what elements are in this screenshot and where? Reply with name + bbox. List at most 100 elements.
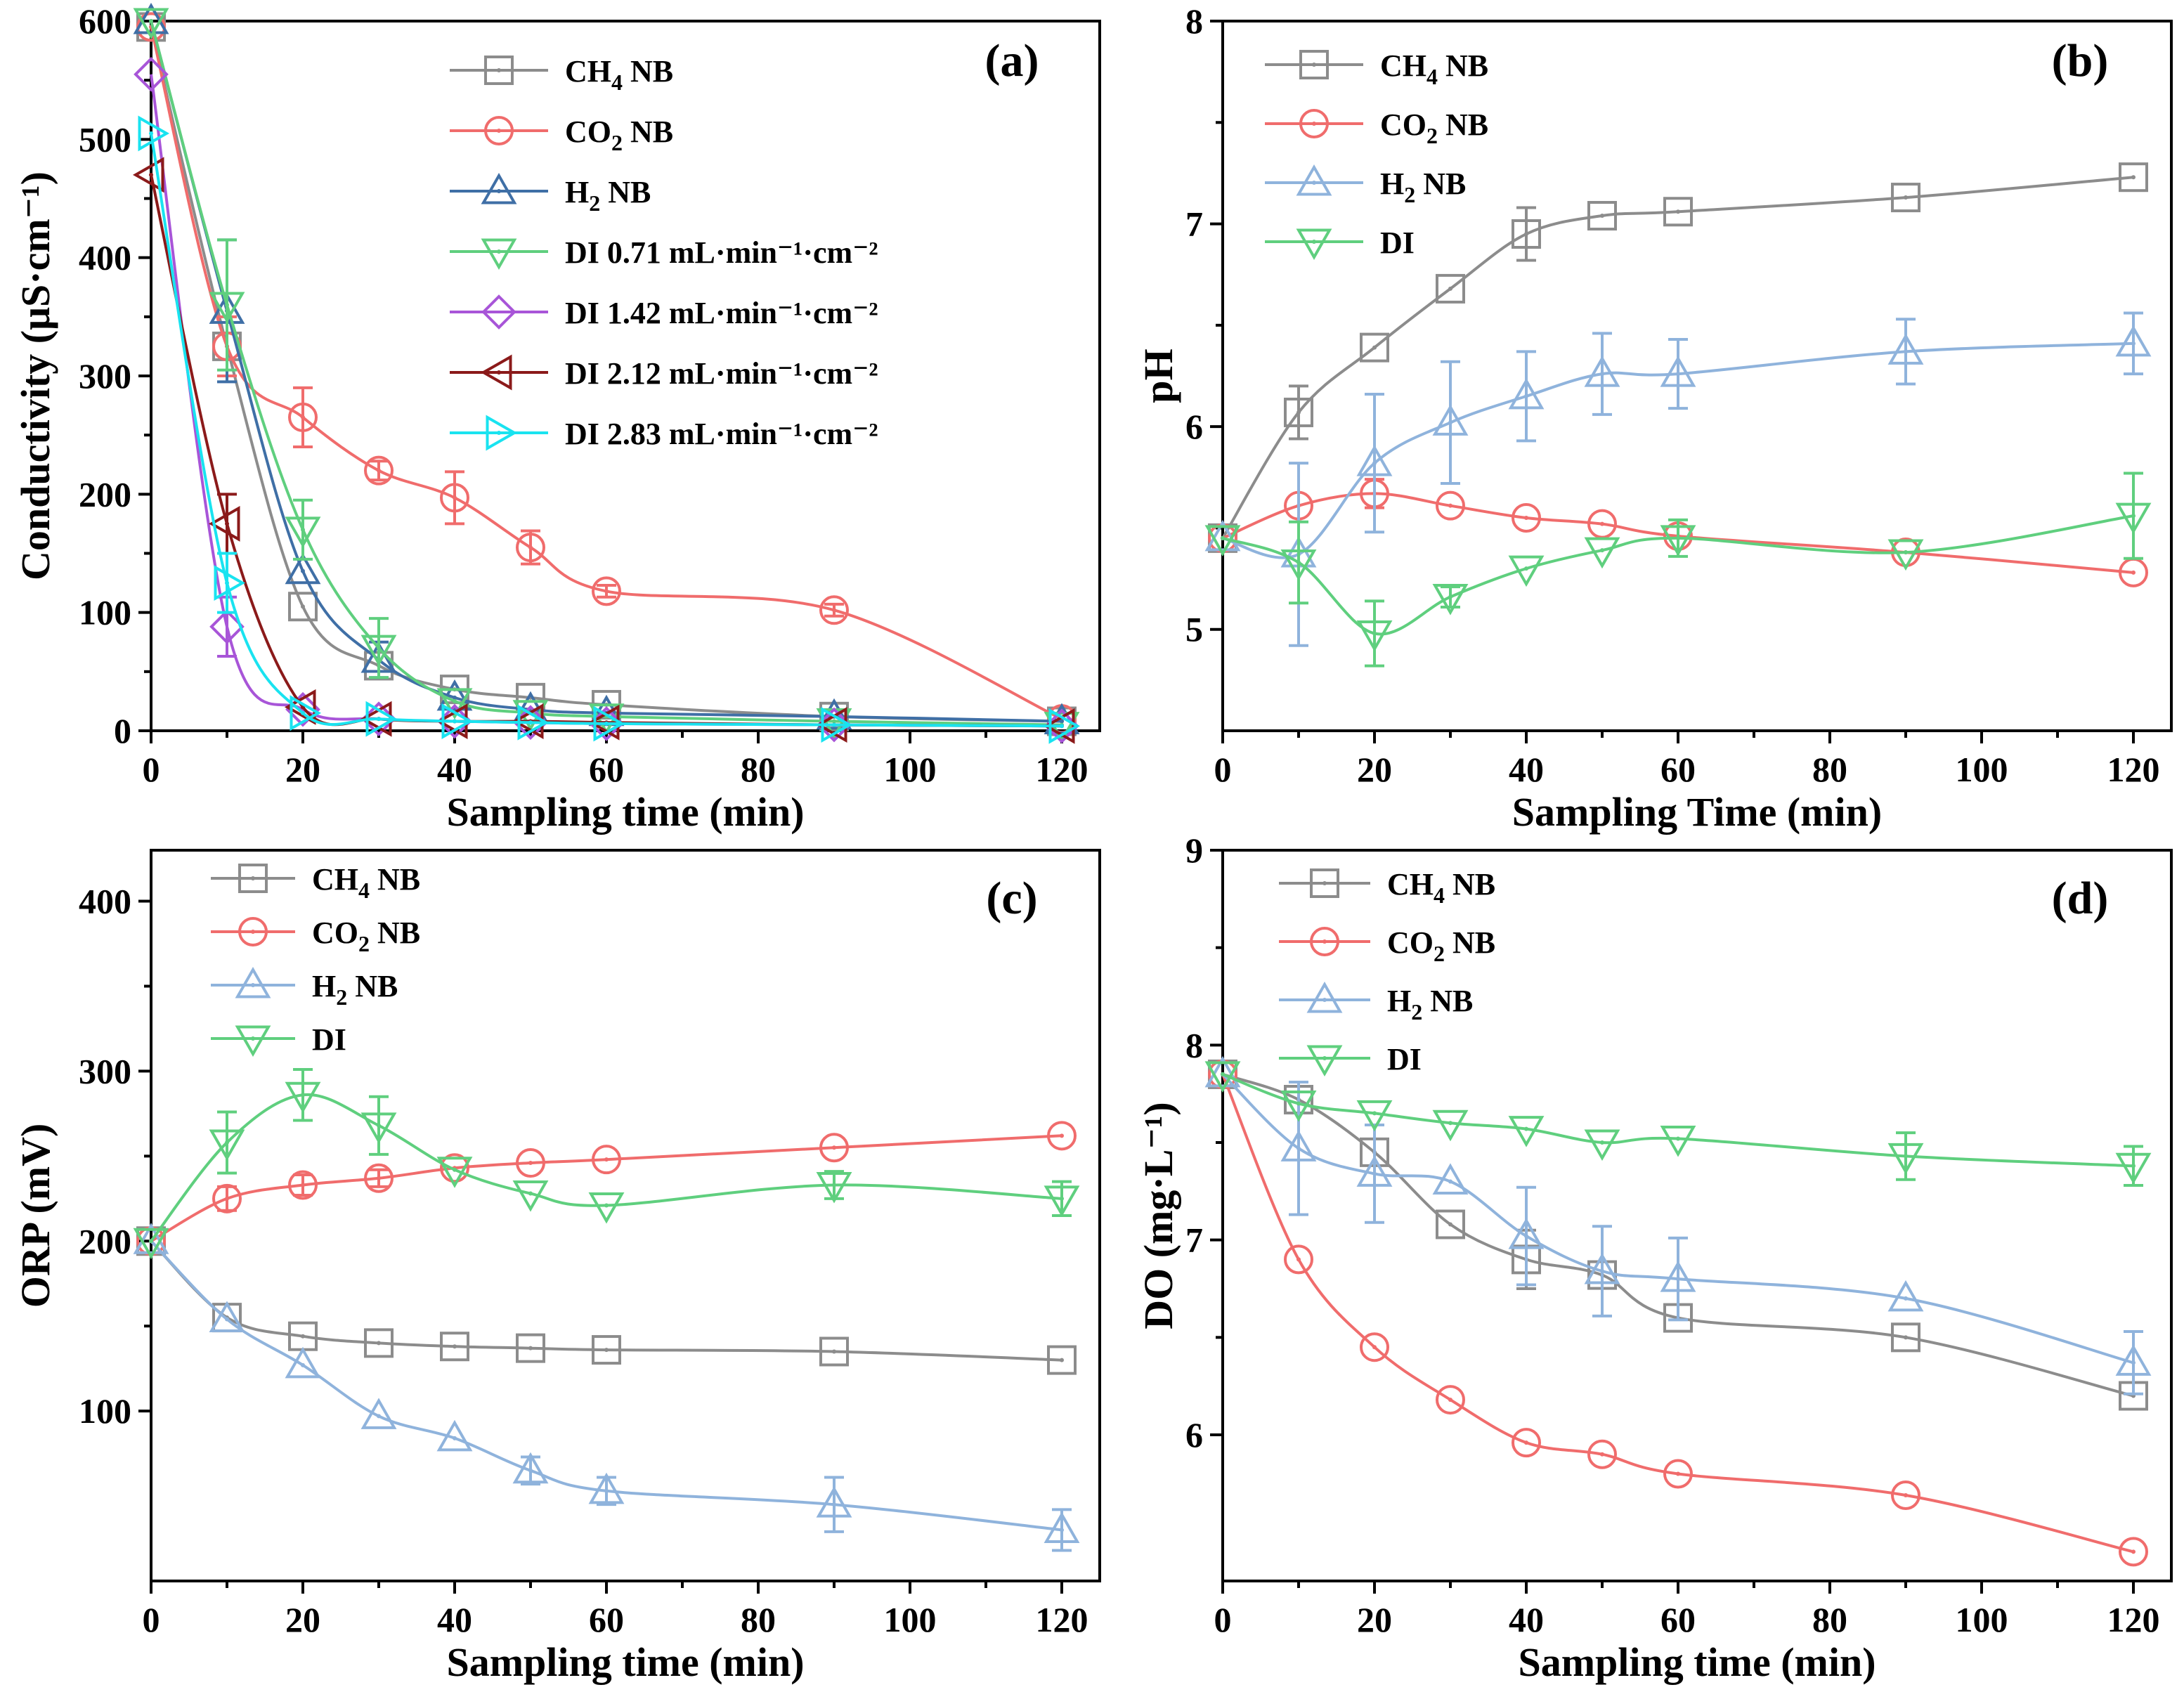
- legend-marker: [1310, 868, 1339, 898]
- legend-item: DI: [1279, 1042, 1422, 1077]
- data-point-dot: [528, 545, 533, 550]
- data-point-dot: [2131, 1549, 2136, 1554]
- y-tick-label: 200: [79, 474, 131, 514]
- series-di: [1204, 1061, 2152, 1187]
- data-point-dot: [1060, 1196, 1064, 1201]
- series-line: [150, 74, 1062, 728]
- data-point: [284, 689, 316, 725]
- x-tick-label: 60: [1660, 1600, 1696, 1639]
- legend-marker-dot: [497, 370, 501, 375]
- series-di-1-42-ml-min-cm-: [134, 56, 1079, 744]
- data-point: [2115, 1344, 2152, 1376]
- x-tick-label: 60: [1660, 750, 1696, 789]
- data-point: [1660, 1125, 1696, 1157]
- data-point-dot: [1372, 1111, 1377, 1116]
- y-axis-title: Conductivity (μS·cm⁻¹): [13, 171, 58, 580]
- data-point-dot: [1296, 1146, 1301, 1151]
- data-point: [138, 115, 170, 152]
- x-axis-title: Sampling time (min): [446, 789, 804, 835]
- data-point: [1512, 1428, 1541, 1458]
- panel-label: (c): [986, 873, 1037, 924]
- data-point-dot: [225, 1140, 229, 1145]
- data-point: [819, 1133, 849, 1163]
- data-point: [290, 695, 322, 731]
- data-point-dot: [1221, 535, 1225, 540]
- data-point-dot: [1372, 1171, 1377, 1176]
- x-tick-label: 40: [1509, 1600, 1544, 1639]
- data-point: [1891, 183, 1920, 213]
- x-tick-label: 60: [589, 1600, 624, 1639]
- x-tick-label: 20: [285, 750, 320, 789]
- data-point-dot: [1524, 393, 1528, 398]
- legend-marker: [1296, 228, 1332, 261]
- data-point: [1584, 1253, 1620, 1284]
- x-tick-label: 0: [1214, 750, 1232, 789]
- data-point-dot: [604, 1157, 609, 1162]
- data-point-dot: [1676, 535, 1680, 540]
- data-point-dot: [149, 172, 153, 177]
- legend-marker: [1299, 50, 1329, 79]
- series-di-2-83-ml-min-cm-: [138, 115, 1081, 744]
- data-point-dot: [1676, 1277, 1680, 1282]
- data-point-dot: [604, 721, 609, 726]
- x-tick-label: 80: [1812, 750, 1847, 789]
- data-point-dot: [225, 1196, 229, 1201]
- data-point-dot: [301, 710, 305, 715]
- data-point-dot: [225, 303, 229, 307]
- data-point-dot: [1904, 1296, 1908, 1301]
- data-point-dot: [528, 1468, 533, 1473]
- data-point-dot: [1600, 1140, 1604, 1145]
- data-point: [208, 505, 240, 542]
- legend-marker-dot: [497, 249, 501, 254]
- data-point: [209, 1129, 245, 1161]
- legend-marker: [481, 238, 517, 271]
- series-ch4-nb: [1208, 1059, 2148, 1411]
- legend-marker: [481, 294, 516, 330]
- data-point-dot: [1600, 1452, 1604, 1457]
- data-point-dot: [301, 1362, 305, 1367]
- data-point-dot: [149, 131, 153, 136]
- data-point-dot: [2131, 1360, 2136, 1365]
- legend-item: DI 0.71 mL·min⁻¹·cm⁻²: [450, 235, 878, 271]
- data-point-dot: [604, 589, 609, 594]
- legend-marker-dot: [1312, 181, 1316, 185]
- data-point-dot: [1524, 516, 1528, 520]
- x-tick-label: 60: [589, 750, 624, 789]
- data-point-dot: [1524, 1126, 1528, 1131]
- panel-label: (d): [2052, 873, 2109, 924]
- data-point: [1280, 1130, 1317, 1161]
- data-point-dot: [225, 521, 229, 526]
- data-point: [436, 688, 473, 720]
- data-point-dot: [1600, 521, 1604, 526]
- data-point: [285, 516, 321, 548]
- y-tick-label: 7: [1185, 1221, 1203, 1260]
- data-point: [285, 1346, 321, 1379]
- legend-item: DI: [1265, 226, 1415, 261]
- data-point-dot: [1296, 1257, 1301, 1262]
- legend-label: CH4 NB: [1387, 867, 1495, 908]
- data-point-dot: [528, 720, 533, 725]
- data-point-dot: [1600, 214, 1604, 219]
- legend-label: CH4 NB: [312, 862, 420, 903]
- data-point-dot: [832, 719, 836, 724]
- data-point: [1280, 549, 1317, 581]
- y-tick-label: 6: [1185, 1415, 1203, 1455]
- data-point: [512, 1180, 549, 1212]
- data-point: [2119, 162, 2148, 193]
- data-point-dot: [301, 604, 305, 609]
- legend-marker: [1296, 164, 1332, 196]
- legend-item: H2 NB: [450, 172, 651, 216]
- data-point: [1204, 1055, 1241, 1088]
- data-point-dot: [1904, 1492, 1908, 1497]
- data-point: [214, 565, 246, 601]
- panel-label: (a): [985, 35, 1039, 86]
- panel-b: 0 20 40 60 80 100 120 5 6 7 8 Sampling Time (min) pH…: [1136, 1, 2173, 835]
- legend-item: CH4 NB: [211, 862, 420, 903]
- data-point-dot: [1524, 566, 1528, 571]
- legend-marker-dot: [497, 431, 501, 435]
- data-point-dot: [1448, 1179, 1452, 1184]
- legend-marker-dot: [497, 129, 501, 133]
- data-point: [1660, 1261, 1696, 1292]
- data-point: [1436, 490, 1465, 521]
